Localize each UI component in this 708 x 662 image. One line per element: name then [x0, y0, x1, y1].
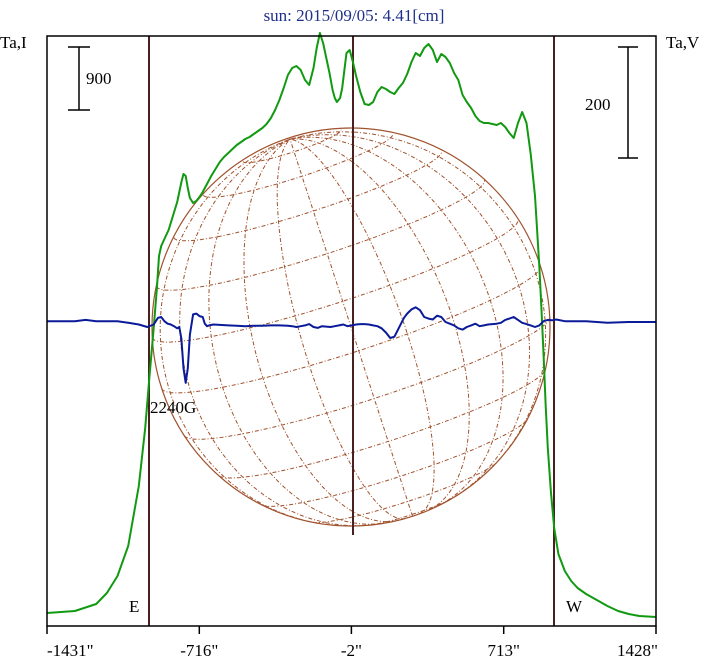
- limb-label-west: W: [566, 597, 583, 616]
- meridian-line: [289, 131, 547, 469]
- x-tick-label: 1428": [617, 641, 658, 660]
- series-polarization-line: [47, 306, 656, 384]
- parallel-line: [262, 418, 528, 507]
- meridian-line: [243, 138, 396, 523]
- meridian-line: [208, 138, 385, 525]
- meridian-line: [276, 138, 406, 520]
- chart-title: sun: 2015/09/05: 4.41[cm]: [264, 6, 445, 25]
- meridian-line: [289, 136, 504, 506]
- meridian-line: [289, 139, 413, 517]
- parallel-line: [161, 265, 541, 394]
- limb-label-east: E: [129, 597, 139, 616]
- right-axis-label: Ta,V: [666, 33, 700, 52]
- parallel-line: [312, 462, 497, 524]
- x-tick-label: -1431": [47, 641, 94, 660]
- x-tick-label: 713": [487, 641, 519, 660]
- x-tick-label: -2": [341, 641, 362, 660]
- parallel-line: [156, 179, 485, 291]
- x-tick-label: -716": [180, 641, 218, 660]
- scale-bar-left: [68, 46, 90, 111]
- parallel-line: [173, 150, 443, 242]
- parallel-line: [218, 369, 546, 479]
- x-axis-ticks: -1431" -716" -2" 713" 1428": [46, 626, 658, 660]
- parallel-line: [183, 316, 551, 440]
- annotation-label: 2240G: [150, 398, 196, 417]
- series-intensity-line: [46, 32, 657, 618]
- meridian-line: [289, 138, 470, 511]
- parallel-line: [203, 133, 394, 198]
- parallel-line: [368, 497, 454, 526]
- left-axis-label: Ta,I: [0, 33, 27, 52]
- scale-bar-right-label: 200: [585, 95, 611, 114]
- scale-bar-right: [618, 46, 638, 159]
- meridian-line: [289, 134, 531, 497]
- scale-bar-left-label: 900: [86, 69, 112, 88]
- solar-limb-circle: [151, 127, 551, 527]
- meridian-line: [159, 138, 321, 525]
